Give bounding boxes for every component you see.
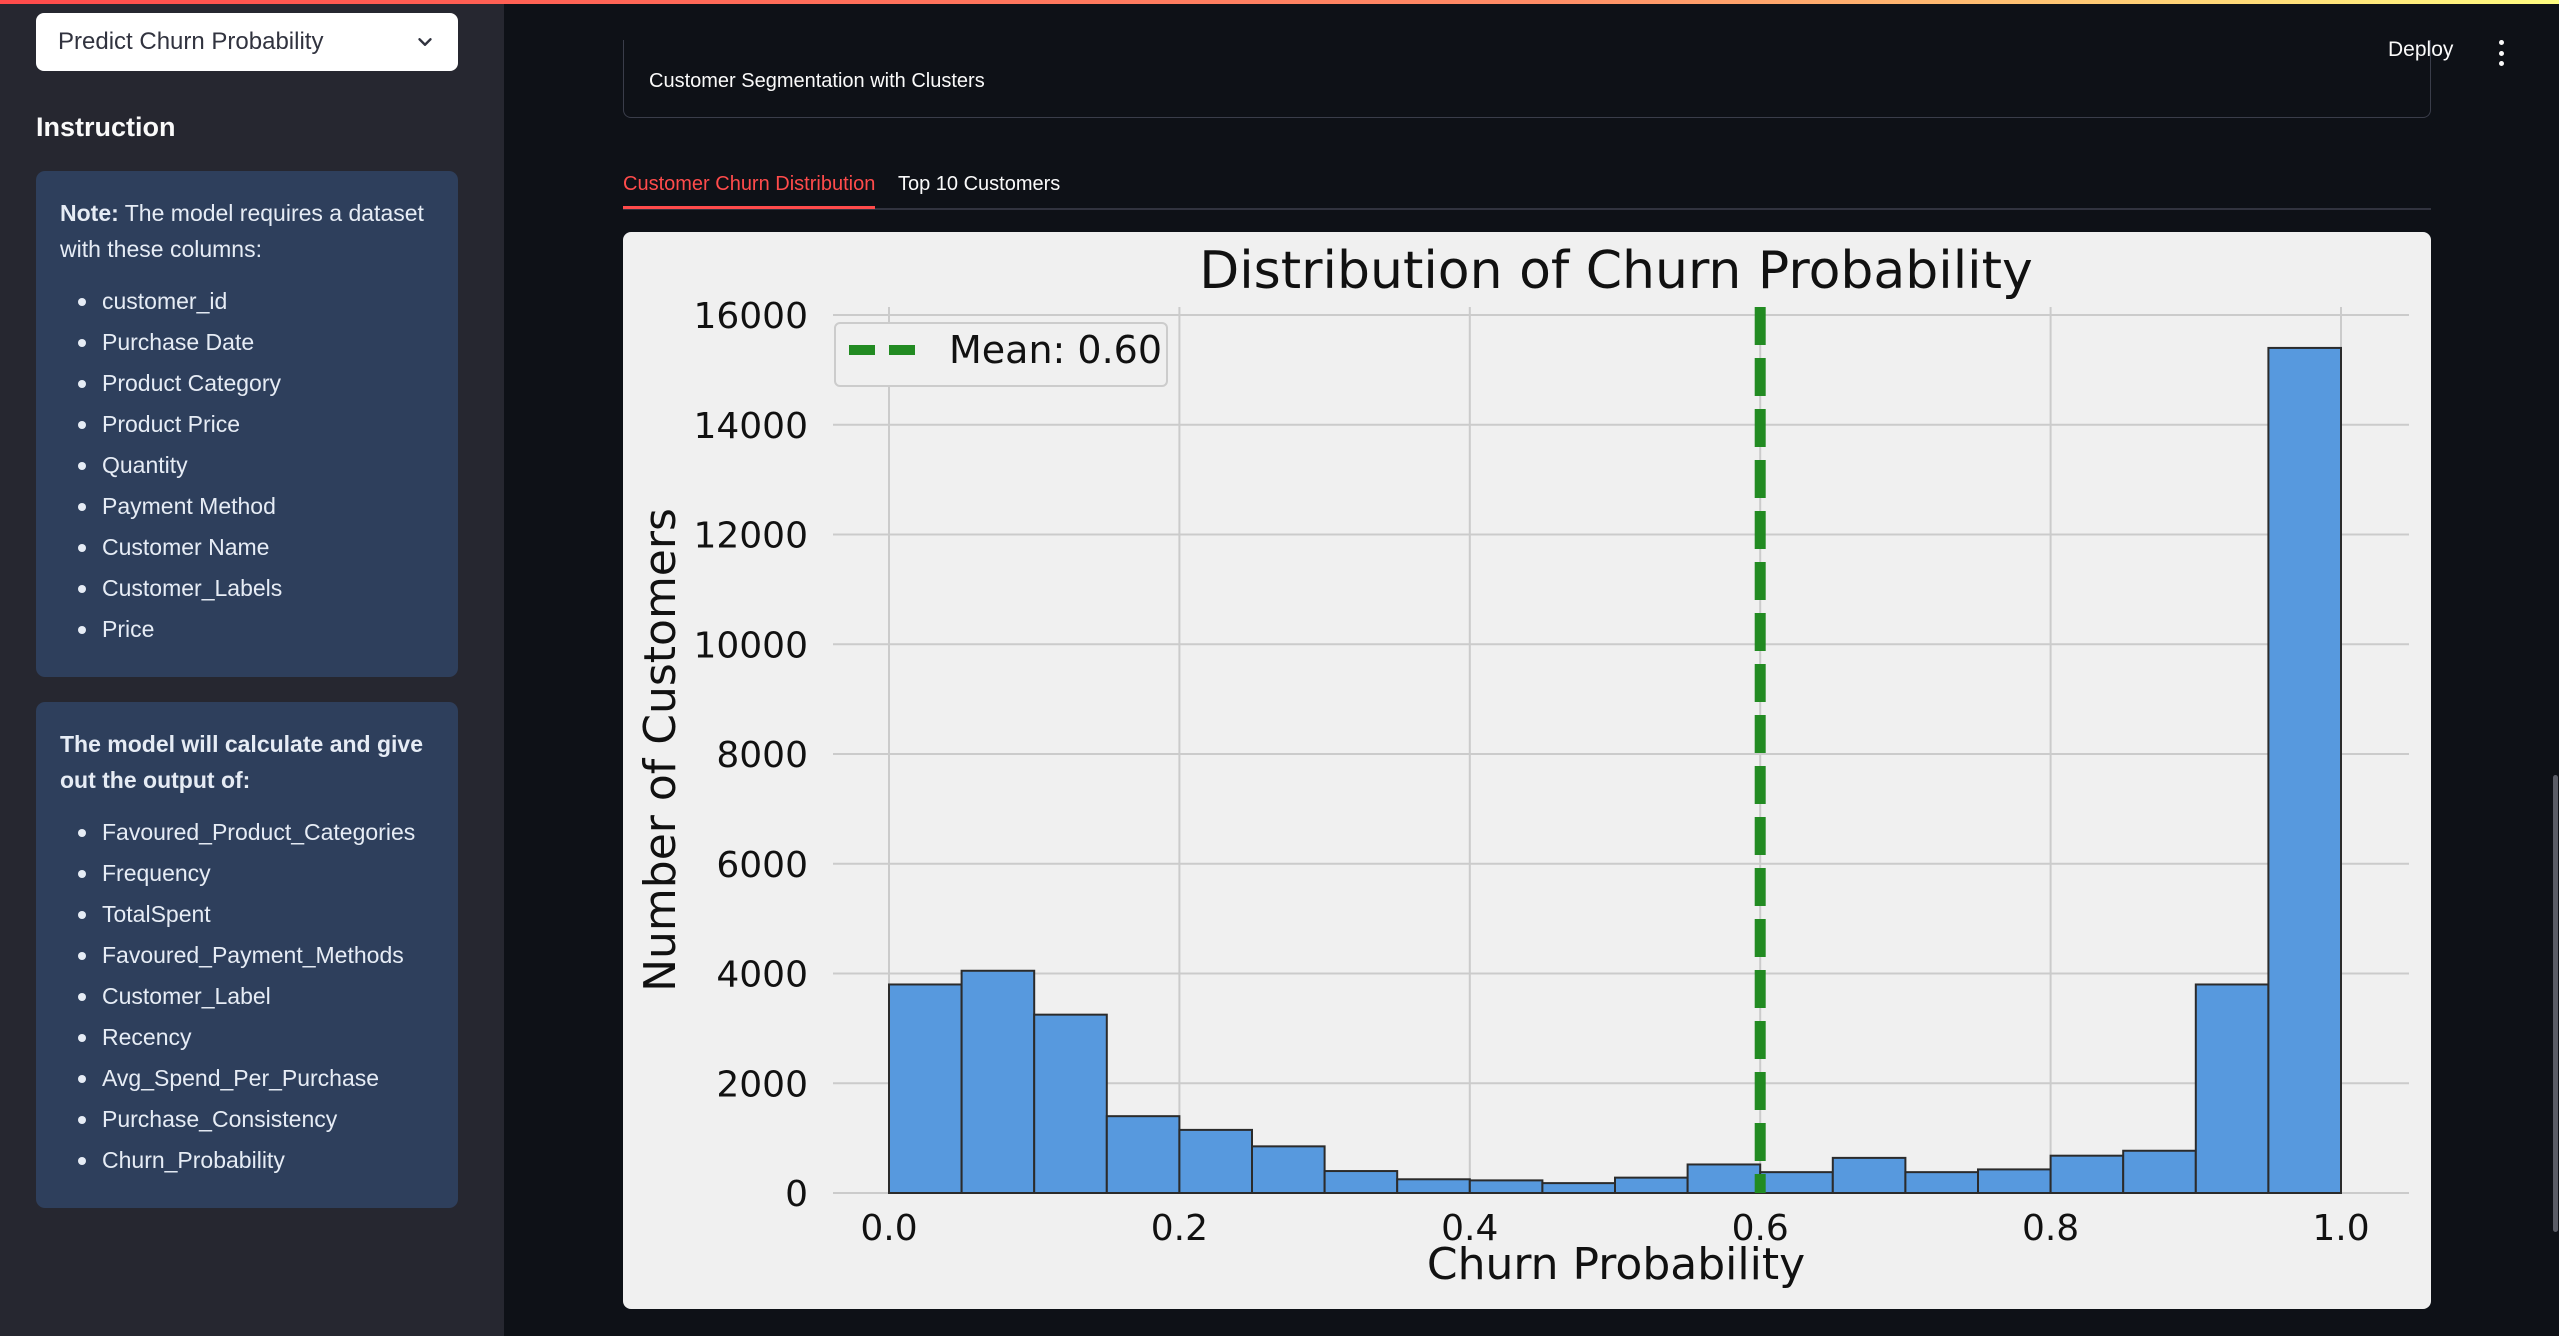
chevron-down-icon (418, 38, 432, 46)
y-axis-label: Number of Customers (635, 508, 686, 992)
y-tick-label: 12000 (693, 516, 808, 557)
note-label: Note: (60, 200, 119, 226)
y-tick-label: 0 (785, 1174, 808, 1215)
page-select-value: Predict Churn Probability (58, 28, 324, 55)
output-heading: The model will calculate and give out th… (60, 726, 434, 798)
tab-top-10-customers[interactable]: Top 10 Customers (898, 173, 1061, 195)
histogram-bar (2049, 1154, 2125, 1194)
histogram-bar (960, 969, 1036, 1194)
x-tick-label: 0.6 (1732, 1208, 1789, 1249)
output-column-item: Customer_Label (78, 976, 434, 1017)
y-tick-label: 10000 (693, 625, 808, 666)
histogram-bar (1105, 1115, 1181, 1194)
output-column-item: Recency (78, 1017, 434, 1058)
y-tick-label: 2000 (716, 1064, 808, 1105)
output-column-item: Churn_Probability (78, 1140, 434, 1181)
histogram-bar (1977, 1168, 2052, 1194)
required-column-item: Price (78, 609, 434, 650)
histogram-bar (1541, 1182, 1617, 1194)
required-column-item: Purchase Date (78, 322, 434, 363)
chart-card: 0.0 0.2 0.4 0.6 0.8 1.0 0 2000 4000 6000 8000 10000… (623, 232, 2431, 1309)
more-menu-icon[interactable] (2494, 40, 2508, 66)
x-tick-label: 0.8 (2022, 1208, 2079, 1249)
note-paragraph: Note: The model requires a dataset with … (60, 195, 434, 267)
y-tick-label: 8000 (716, 735, 808, 776)
output-columns-list: Favoured_Product_Categories Frequency Tota… (60, 812, 434, 1181)
histogram-bar (1396, 1178, 1471, 1194)
x-tick-label: 0.0 (860, 1208, 917, 1249)
histogram-bar (1614, 1176, 1689, 1195)
required-column-item: Customer Name (78, 527, 434, 568)
scrollbar[interactable] (2553, 775, 2558, 1232)
output-column-item: Frequency (78, 853, 434, 894)
histogram-bar (1904, 1171, 1980, 1195)
required-column-item: Customer_Labels (78, 568, 434, 609)
histogram-bar (1468, 1179, 1544, 1194)
output-column-item: Favoured_Product_Categories (78, 812, 434, 853)
output-columns-box: The model will calculate and give out th… (36, 702, 458, 1208)
output-column-item: TotalSpent (78, 894, 434, 935)
required-columns-list: customer_id Purchase Date Product Category… (60, 281, 434, 650)
churn-histogram: 0.0 0.2 0.4 0.6 0.8 1.0 0 2000 4000 6000 8000 10000… (635, 241, 2409, 1290)
histogram-bar (1323, 1170, 1399, 1194)
histogram-bar (2194, 983, 2270, 1194)
histogram-bar (2267, 346, 2343, 1195)
instruction-heading: Instruction (36, 112, 176, 142)
required-columns-box: Note: The model requires a dataset with … (36, 171, 458, 677)
page-select[interactable]: Predict Churn Probability (36, 13, 458, 71)
histogram-bar (1251, 1145, 1326, 1195)
required-column-item: customer_id (78, 281, 434, 322)
histogram-bar (2122, 1149, 2197, 1195)
expander-label: Customer Segmentation with Clusters (649, 70, 985, 92)
required-column-item: Product Price (78, 404, 434, 445)
output-column-item: Favoured_Payment_Methods (78, 935, 434, 976)
top-decoration-bar (0, 0, 2559, 4)
output-heading-text: The model will calculate and give out th… (60, 731, 423, 793)
histogram-bar (1686, 1163, 1762, 1195)
tab-churn-distribution[interactable]: Customer Churn Distribution (623, 162, 876, 209)
y-tick-label: 6000 (716, 845, 808, 886)
output-column-item: Avg_Spend_Per_Purchase (78, 1058, 434, 1099)
legend-label: Mean: 0.60 (949, 328, 1162, 372)
required-column-item: Payment Method (78, 486, 434, 527)
y-tick-label: 16000 (693, 296, 808, 337)
chart-legend: Mean: 0.60 (834, 322, 1168, 387)
histogram-bar (888, 983, 963, 1194)
histogram-bar (1033, 1013, 1108, 1194)
y-tick-label: 4000 (716, 955, 808, 996)
histogram-bar (1759, 1171, 1834, 1195)
histogram-bar (1178, 1128, 1254, 1194)
segmentation-expander[interactable]: Customer Segmentation with Clusters (623, 40, 2431, 118)
x-tick-label: 1.0 (2312, 1208, 2369, 1249)
histogram-bar (1831, 1156, 1907, 1195)
deploy-button[interactable]: Deploy (2388, 38, 2454, 61)
required-column-item: Quantity (78, 445, 434, 486)
sidebar: Predict Churn Probability Instruction No… (0, 0, 504, 1336)
chart-title: Distribution of Churn Probability (1199, 241, 2033, 301)
x-tick-label: 0.4 (1441, 1208, 1498, 1249)
x-axis-label: Churn Probability (1427, 1239, 1805, 1290)
x-tick-label: 0.2 (1151, 1208, 1208, 1249)
required-column-item: Product Category (78, 363, 434, 404)
y-tick-label: 14000 (693, 406, 808, 447)
output-column-item: Purchase_Consistency (78, 1099, 434, 1140)
note-text: The model requires a dataset with these … (60, 200, 424, 262)
tab-bar: Customer Churn Distribution Top 10 Custo… (623, 160, 2431, 210)
